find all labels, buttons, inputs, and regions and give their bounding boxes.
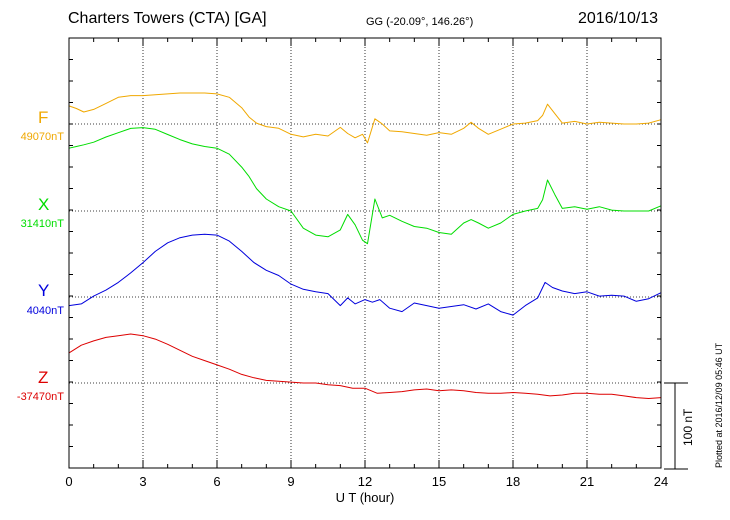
x-tick-label: 12 bbox=[358, 474, 372, 489]
trace-z bbox=[68, 333, 662, 399]
x-tick-labels: 0 3 6 9 12 15 18 21 24 bbox=[65, 474, 668, 489]
channel-baseline-f: 49070nT bbox=[20, 131, 64, 143]
scale-bar-label: 100 nT bbox=[681, 408, 695, 446]
trace-f bbox=[68, 92, 662, 144]
trace-x bbox=[68, 127, 662, 245]
channel-baseline-x: 31410nT bbox=[20, 218, 64, 230]
x-tick-label: 0 bbox=[65, 474, 72, 489]
channel-letter-z: Z bbox=[38, 368, 49, 387]
grid-lines bbox=[142, 38, 588, 468]
plot-frame bbox=[68, 37, 662, 469]
axis-ticks bbox=[68, 38, 662, 468]
channel-letter-f: F bbox=[38, 108, 49, 127]
plotted-timestamp: Plotted at 2016/12/09 05:46 UT bbox=[714, 342, 724, 468]
x-tick-label: 24 bbox=[654, 474, 668, 489]
x-tick-label: 21 bbox=[580, 474, 594, 489]
x-tick-label: 18 bbox=[506, 474, 520, 489]
station-title: Charters Towers (CTA) [GA] bbox=[68, 10, 267, 27]
date-label: 2016/10/13 bbox=[578, 10, 659, 27]
trace-y bbox=[68, 233, 662, 316]
scale-bar bbox=[664, 382, 688, 470]
x-tick-label: 6 bbox=[213, 474, 220, 489]
data-traces bbox=[68, 92, 662, 399]
channel-letter-y: Y bbox=[38, 281, 50, 300]
coordinates-label: GG (-20.09°, 146.26°) bbox=[366, 16, 474, 28]
x-tick-label: 15 bbox=[432, 474, 446, 489]
channel-baseline-y: 4040nT bbox=[26, 305, 64, 317]
channel-baseline-z: -37470nT bbox=[16, 391, 64, 403]
x-tick-label: 9 bbox=[287, 474, 294, 489]
x-tick-label: 3 bbox=[139, 474, 146, 489]
channel-letter-x: X bbox=[38, 195, 50, 214]
x-axis-label: U T (hour) bbox=[336, 490, 395, 505]
